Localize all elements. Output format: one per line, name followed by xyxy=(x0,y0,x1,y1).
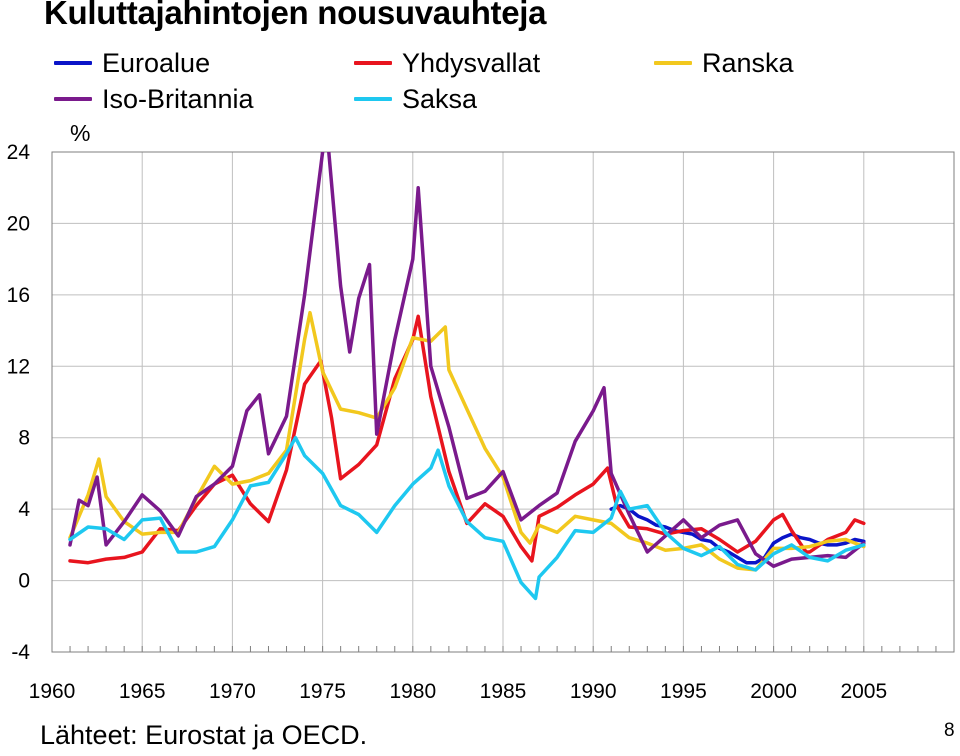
legend-label: Saksa xyxy=(402,83,478,114)
y-tick-label: 4 xyxy=(18,498,30,521)
legend-label: Yhdysvallat xyxy=(402,47,541,78)
legend-swatch xyxy=(354,61,392,65)
chart-title: Kuluttajahintojen nousuvauhteja xyxy=(44,0,547,31)
series-line-iso-britannia xyxy=(68,152,866,569)
x-tick-label: 2005 xyxy=(840,680,887,703)
legend-label: Ranska xyxy=(702,47,794,78)
legend-swatch xyxy=(54,61,92,65)
y-tick-label: 12 xyxy=(7,355,30,378)
series-line-saksa xyxy=(68,435,866,601)
x-tick-label: 1980 xyxy=(389,680,436,703)
legend-label: Euroalue xyxy=(102,47,211,78)
legend-item-saksa: Saksa xyxy=(354,84,477,114)
legend-swatch xyxy=(354,97,392,101)
x-tick-label: 1965 xyxy=(119,680,166,703)
y-tick-label: 16 xyxy=(7,284,30,307)
source-note: Lähteet: Eurostat ja OECD. xyxy=(40,720,368,750)
y-tick-label: -4 xyxy=(11,641,30,664)
y-axis-unit-label: % xyxy=(70,120,91,146)
x-tick-label: 1990 xyxy=(570,680,617,703)
legend-swatch xyxy=(654,61,692,65)
x-tick-label: 1985 xyxy=(480,680,527,703)
page-number: 8 xyxy=(944,720,955,741)
legend-label: Iso-Britannia xyxy=(102,83,254,114)
x-tick-label: 1995 xyxy=(660,680,707,703)
legend-item-iso-britannia: Iso-Britannia xyxy=(54,84,254,114)
legend-item-yhdysvallat: Yhdysvallat xyxy=(354,48,540,78)
legend-swatch xyxy=(54,97,92,101)
legend-item-ranska: Ranska xyxy=(654,48,794,78)
x-tick-label: 2000 xyxy=(750,680,797,703)
legend-item-euroalue: Euroalue xyxy=(54,48,210,78)
x-tick-label: 1970 xyxy=(209,680,256,703)
series-line-yhdysvallat xyxy=(68,314,866,565)
x-tick-label: 1975 xyxy=(299,680,346,703)
y-tick-label: 20 xyxy=(7,212,30,235)
y-tick-label: 24 xyxy=(7,141,31,164)
y-tick-label: 0 xyxy=(18,570,30,593)
x-tick-label: 1960 xyxy=(29,680,76,703)
y-tick-label: 8 xyxy=(18,427,30,450)
